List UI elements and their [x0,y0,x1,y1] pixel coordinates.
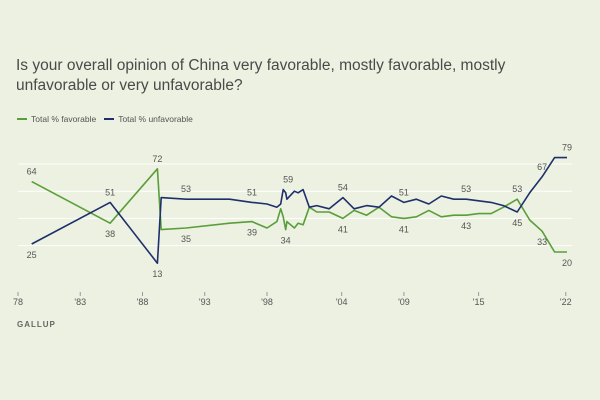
legend-item-favorable: Total % favorable [17,114,96,124]
chart-title: Is your overall opinion of China very fa… [16,57,506,94]
x-tick-label-0: 78 [13,297,23,307]
x-tick-label-5: '04 [336,297,348,307]
x-tick-label-4: '98 [261,297,273,307]
x-tick-label-1: '83 [74,297,86,307]
data-label-favorable-23: 20 [562,258,572,268]
series-line-favorable [31,168,567,253]
data-label-unfavorable-12: 54 [338,183,348,193]
data-label-unfavorable-8: 51 [247,187,257,197]
data-label-unfavorable-2: 51 [105,187,115,197]
legend-label-unfavorable: Total % unfavorable [118,114,193,124]
data-label-favorable-18: 53 [512,184,522,194]
data-label-favorable-13: 41 [338,224,348,234]
series-line-unfavorable [31,156,567,264]
data-label-unfavorable-22: 79 [562,143,572,153]
data-label-unfavorable-6: 53 [181,184,191,194]
data-label-unfavorable-20: 67 [537,162,547,172]
data-label-favorable-9: 39 [247,228,257,238]
data-label-favorable-15: 41 [399,224,409,234]
data-label-favorable-4: 72 [152,154,162,164]
legend-label-favorable: Total % favorable [31,114,97,124]
source-label: GALLUP [17,320,56,329]
data-label-favorable-0: 64 [27,167,37,177]
data-label-unfavorable-5: 13 [152,269,162,279]
data-label-favorable-21: 33 [537,237,547,247]
legend-swatch-unfavorable [104,118,115,120]
legend-swatch-favorable [17,118,27,120]
chart-legend: Total % favorable Total % unfavorable [17,112,201,126]
data-label-unfavorable-1: 25 [27,250,37,260]
data-label-unfavorable-16: 53 [461,184,471,194]
data-label-unfavorable-14: 51 [399,187,409,197]
data-label-favorable-11: 34 [281,236,291,246]
x-tick-label-7: '15 [473,297,485,307]
x-tick-label-2: '88 [137,297,149,307]
data-label-favorable-7: 35 [181,234,191,244]
legend-item-unfavorable: Total % unfavorable [104,114,193,124]
x-tick-label-8: '22 [560,297,572,307]
data-label-favorable-3: 38 [105,229,115,239]
x-tick-label-6: '09 [398,297,410,307]
data-label-unfavorable-19: 45 [512,218,522,228]
x-tick-label-3: '93 [199,297,211,307]
data-label-favorable-17: 43 [461,221,471,231]
data-label-unfavorable-10: 59 [283,175,293,185]
